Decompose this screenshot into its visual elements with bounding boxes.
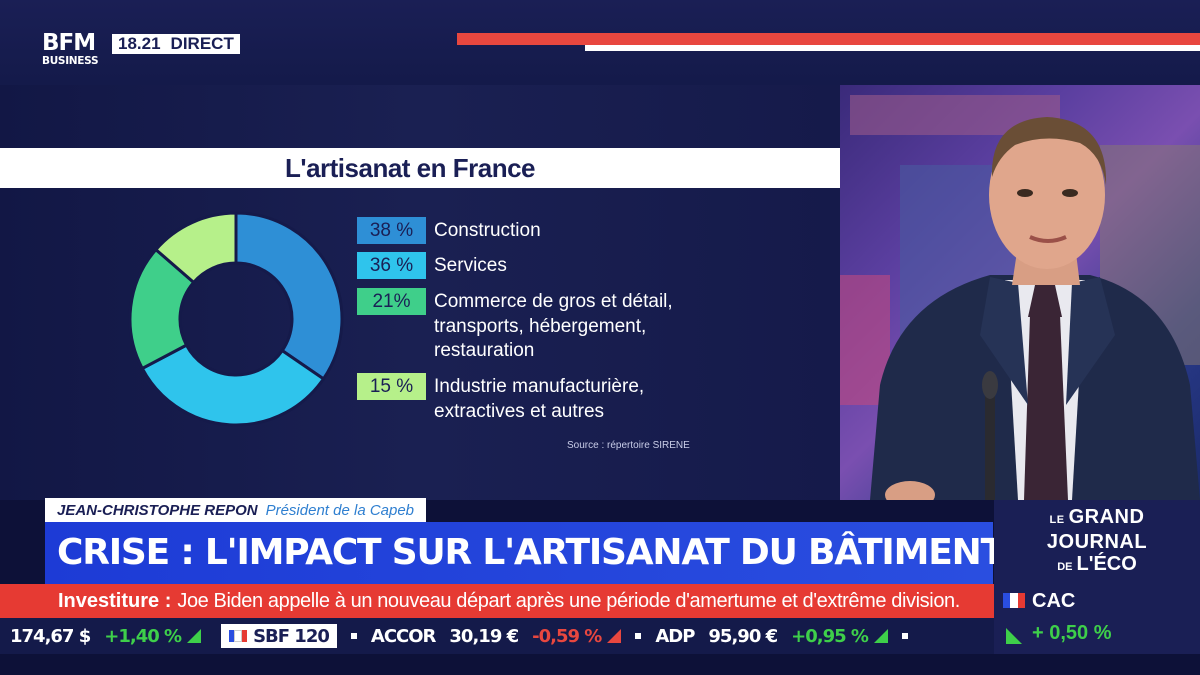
legend-label-line: Construction (434, 220, 541, 241)
show-logo-grand: GRAND (1068, 506, 1145, 528)
donut-slice-4 (153, 211, 238, 285)
legend-value: 36 % (357, 252, 426, 279)
sbf-label: SBF 120 (253, 625, 330, 647)
stock-ticker: 174,67 $ +1,40 % SBF 120 ACCOR 30,19 € -… (0, 618, 994, 654)
show-logo-journal: JOURNAL (1046, 531, 1148, 553)
legend-item-2: 36 % Services (357, 252, 734, 279)
legend-item-3: 21% Commerce de gros et détail, transports… (357, 288, 734, 363)
show-logo: LE GRAND JOURNAL DE L'ÉCO (994, 500, 1200, 584)
news-text: Joe Biden appelle à un nouveau départ ap… (177, 589, 960, 612)
index-change: + 0,50 % (1032, 622, 1112, 644)
legend-label: Commerce de gros et détail, transports, h… (434, 288, 734, 363)
chart-title: L'artisanat en France (285, 153, 536, 183)
chart-source: Source : répertoire SIRENE (567, 440, 690, 451)
donut-chart (128, 211, 344, 427)
speaker-video (870, 117, 1200, 500)
stock-price-accor: 30,19 € (449, 625, 519, 647)
live-label: DIRECT (170, 34, 234, 53)
legend-label-line: Commerce de gros et détail, (434, 291, 673, 312)
legend-label-line: restauration (434, 340, 535, 361)
speaker-role: Président de la Capeb (265, 501, 415, 519)
up-arrow-icon (873, 629, 888, 643)
stock-name-adp: ADP (655, 625, 695, 647)
stock-name-accor: ACCOR (370, 625, 437, 647)
legend-label-line: transports, hébergement, (434, 316, 647, 337)
donut-slice-2 (140, 343, 326, 427)
up-arrow-icon (187, 629, 202, 643)
stock-change-adp: +0,95 % (791, 625, 869, 647)
legend-label: Industrie manufacturière, extractives et … (434, 373, 734, 424)
index-box (994, 584, 1200, 654)
legend-label-line: Services (434, 255, 507, 276)
live-clock: 18.21 DIRECT (112, 34, 240, 54)
down-arrow-icon (607, 629, 622, 643)
donut-slice-1 (234, 211, 344, 381)
france-flag-icon (1003, 593, 1025, 608)
news-ticker: Investiture : Joe Biden appelle à un nou… (0, 584, 994, 618)
sbf-index-box: SBF 120 (221, 624, 337, 648)
legend-label: Construction (434, 217, 734, 244)
france-flag-icon (229, 630, 248, 642)
legend-value: 21% (357, 288, 426, 315)
chart-title-bar (0, 148, 840, 188)
legend-label: Services (434, 252, 734, 279)
ticker-separator (901, 633, 908, 639)
logo-top-text: BFM (42, 30, 96, 56)
legend-item-4: 15 % Industrie manufacturière, extractives… (357, 373, 734, 424)
legend-value: 38 % (357, 217, 426, 244)
index-name: CAC (1032, 590, 1076, 612)
news-label: Investiture : (58, 589, 172, 612)
ticker-first-value: 174,67 $ (10, 625, 91, 647)
stock-price-adp: 95,90 € (708, 625, 778, 647)
show-logo-de: DE (1057, 561, 1073, 573)
ticker-separator (350, 633, 357, 639)
ticker-separator (635, 633, 642, 639)
clock-time: 18.21 (118, 34, 161, 53)
legend-label-line: extractives et autres (434, 401, 605, 422)
stock-change-accor: -0,59 % (532, 625, 602, 647)
show-logo-le: LE (1049, 514, 1065, 526)
legend-label-line: Industrie manufacturière, (434, 376, 645, 397)
speaker-strap: JEAN-CHRISTOPHE REPON Président de la Ca… (45, 498, 427, 522)
show-logo-eco: L'ÉCO (1076, 553, 1137, 575)
ticker-first-change: +1,40 % (104, 625, 182, 647)
headline: CRISE : L'IMPACT SUR L'ARTISANAT DU BÂTI… (57, 532, 1005, 573)
channel-logo: BFM BUSINESS (42, 32, 106, 72)
legend-value: 15 % (357, 373, 426, 400)
headline-bar (45, 522, 993, 584)
bottom-strip (0, 654, 1200, 675)
speaker-name: JEAN-CHRISTOPHE REPON (57, 501, 258, 519)
header-white-stripe (585, 45, 1200, 51)
header-red-stripe (457, 33, 1200, 45)
legend-item-1: 38 % Construction (357, 217, 734, 244)
logo-bottom-text: BUSINESS (42, 55, 99, 67)
index-down-arrow-icon (1006, 628, 1022, 644)
